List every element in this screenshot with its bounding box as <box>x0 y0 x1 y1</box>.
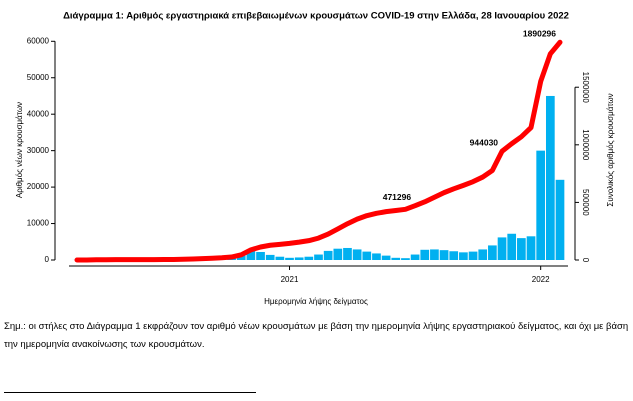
bar <box>439 250 449 260</box>
x-axis-label: Ημερομηνία λήψης δείγματος <box>264 297 368 306</box>
bar <box>304 256 314 260</box>
bar <box>536 150 546 260</box>
bar <box>372 253 381 260</box>
bar <box>381 255 391 260</box>
chart-title: Διάγραμμα 1: Αριθμός εργαστηριακά επιβεβ… <box>63 11 569 22</box>
bar <box>401 258 410 260</box>
bar <box>420 249 430 260</box>
x-tick-label: 2022 <box>532 275 550 284</box>
separator <box>4 392 256 393</box>
bar <box>352 249 362 260</box>
bar <box>526 236 536 260</box>
y2-tick-label: 500000 <box>581 189 590 216</box>
y-tick-label: 50000 <box>27 73 50 82</box>
bar <box>265 254 275 260</box>
value-label: 471296 <box>383 192 412 202</box>
y-tick-label: 40000 <box>27 109 50 118</box>
y-tick-label: 30000 <box>27 146 50 155</box>
y2-tick-label: 0 <box>581 258 590 263</box>
bar <box>449 251 459 260</box>
bar <box>478 249 488 260</box>
bar <box>430 249 439 260</box>
y-axis-label: Αριθμός νέων κρουσμάτων <box>15 102 24 198</box>
y-tick-label: 10000 <box>27 219 50 228</box>
chart: Διάγραμμα 1: Αριθμός εργαστηριακά επιβεβ… <box>15 11 615 307</box>
y2-tick-label: 1000000 <box>581 129 590 161</box>
y2-tick-label: 1500000 <box>581 72 590 104</box>
value-label: 944030 <box>470 138 499 148</box>
x-tick-label: 2021 <box>281 275 299 284</box>
y2-axis-label: Συνολικός αριθμός κρουσμάτων <box>606 93 615 206</box>
bar <box>507 233 517 260</box>
value-label: 1890296 <box>523 29 556 39</box>
bar <box>256 251 265 260</box>
bar <box>323 250 333 260</box>
bar <box>410 254 420 260</box>
bar <box>294 257 304 260</box>
bar <box>391 257 401 260</box>
bar <box>285 257 294 260</box>
bar <box>275 256 285 260</box>
bar <box>246 249 256 260</box>
bar <box>236 255 246 260</box>
bar <box>343 247 352 260</box>
bar <box>555 179 565 260</box>
bar <box>545 95 555 260</box>
y-tick-label: 20000 <box>27 182 50 191</box>
y-tick-label: 0 <box>45 255 50 264</box>
cumulative-line <box>74 39 563 263</box>
bar <box>459 252 468 260</box>
note: Σημ.: οι στήλες στο Διάγραμμα 1 εκφράζου… <box>4 321 629 350</box>
bar <box>362 251 372 260</box>
bar <box>314 254 323 260</box>
bar <box>497 237 507 260</box>
bar <box>488 245 497 260</box>
bar <box>468 251 478 260</box>
bar <box>333 248 343 260</box>
y-tick-label: 60000 <box>27 36 50 45</box>
bar <box>517 238 526 260</box>
